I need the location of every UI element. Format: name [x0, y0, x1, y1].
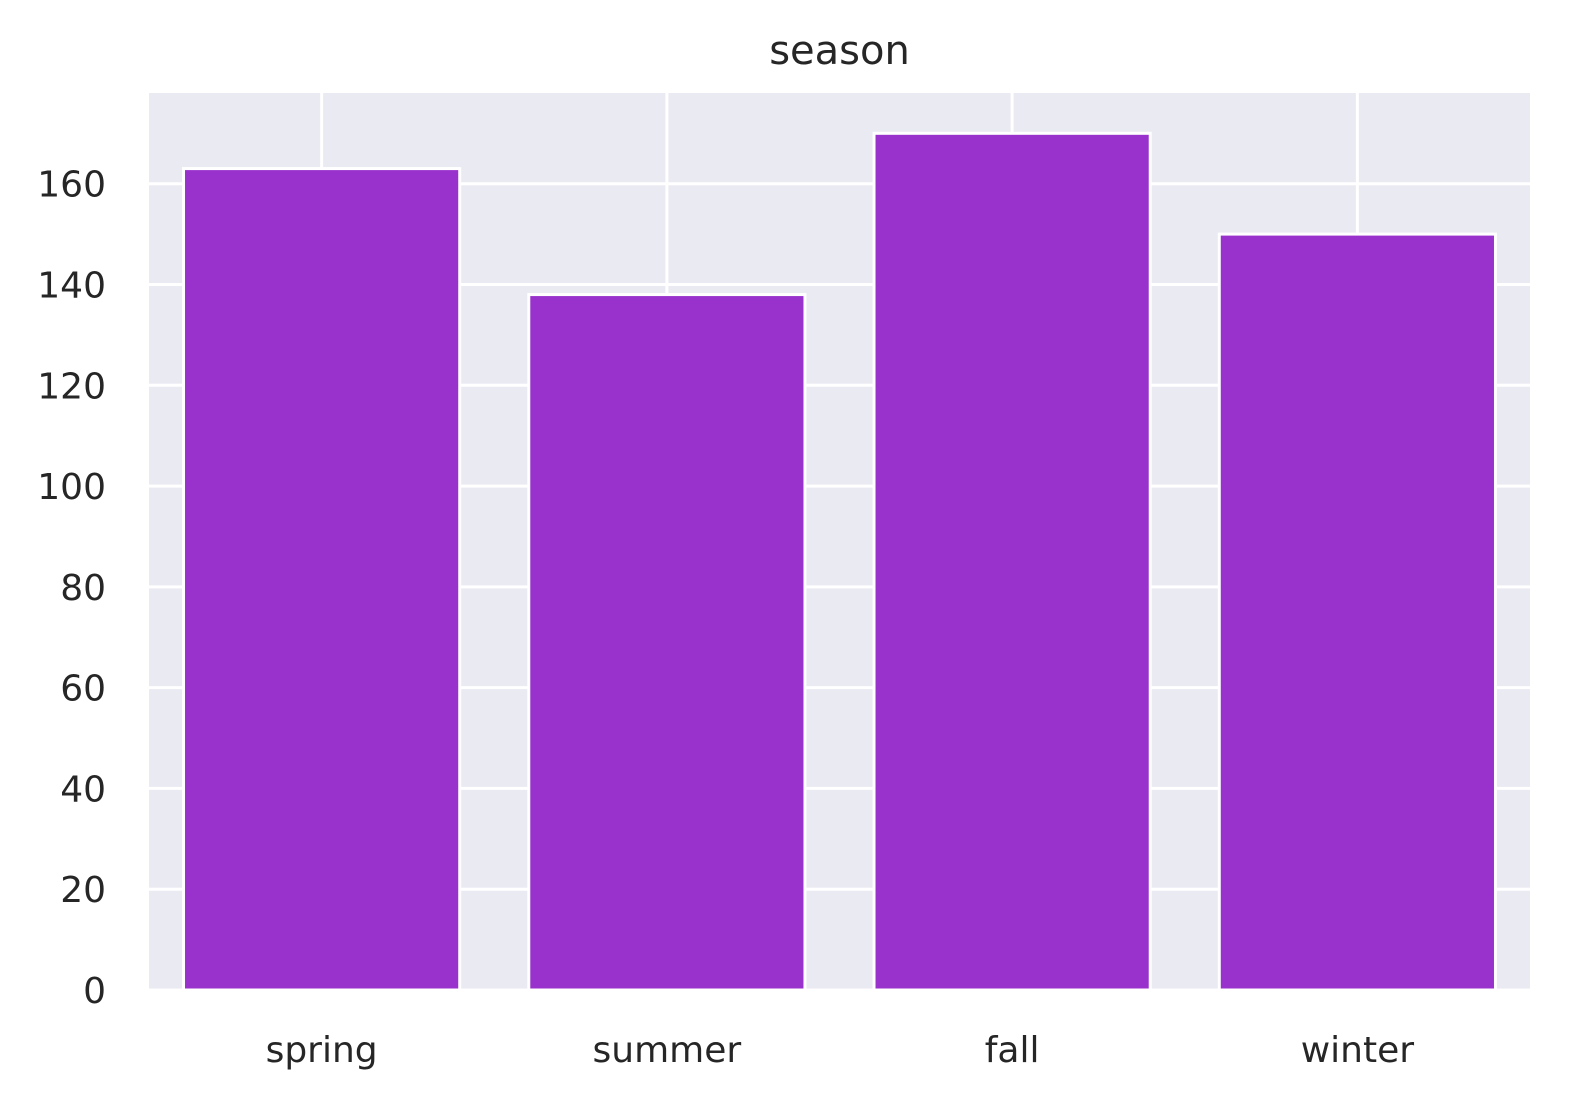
y-tick-label: 120	[37, 366, 106, 407]
bars	[182, 131, 1497, 992]
x-tick-label: fall	[985, 1030, 1040, 1071]
bar-spring	[182, 167, 462, 992]
y-tick-label: 100	[37, 467, 106, 508]
x-tick-label: spring	[266, 1030, 378, 1071]
y-tick-label: 80	[60, 568, 106, 609]
y-tick-labels: 0 20 40 60 80 100 120 140 160	[37, 165, 106, 1012]
x-tick-labels: spring summer fall winter	[266, 1030, 1415, 1071]
x-tick-label: summer	[593, 1030, 742, 1071]
y-tick-label: 40	[60, 769, 106, 810]
bar-fall	[872, 131, 1152, 992]
bar-summer	[527, 293, 807, 992]
bar-winter	[1217, 232, 1497, 992]
y-tick-label: 0	[83, 971, 106, 1012]
y-tick-label: 140	[37, 265, 106, 306]
y-tick-label: 160	[37, 165, 106, 206]
x-tick-label: winter	[1301, 1030, 1415, 1071]
chart-title: season	[769, 28, 910, 74]
y-tick-label: 60	[60, 669, 106, 710]
y-tick-label: 20	[60, 870, 106, 911]
